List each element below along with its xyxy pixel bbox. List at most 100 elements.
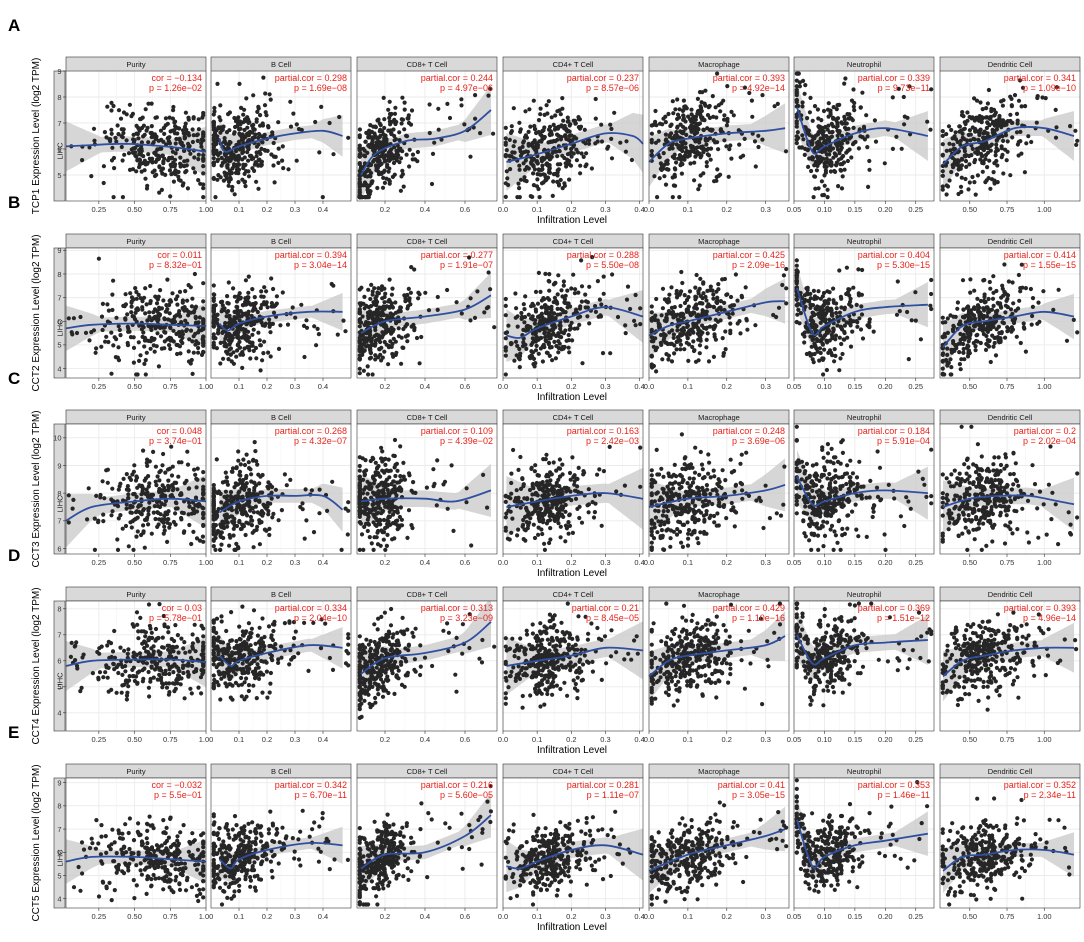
- data-point: [556, 350, 561, 355]
- data-point: [1074, 142, 1079, 147]
- data-point: [819, 129, 824, 134]
- data-point: [168, 162, 173, 167]
- data-point: [211, 315, 216, 320]
- data-point: [838, 356, 843, 361]
- stat-correlation: partial.cor = 0.404: [858, 250, 930, 260]
- data-point: [712, 325, 717, 330]
- data-point: [824, 156, 829, 161]
- data-point: [256, 104, 261, 109]
- x-tick-label: 0.1: [683, 382, 693, 391]
- data-point: [223, 341, 228, 347]
- data-point: [680, 331, 685, 336]
- data-point: [753, 164, 758, 169]
- data-point: [396, 153, 401, 158]
- data-point: [1014, 111, 1020, 116]
- data-point: [1005, 139, 1010, 144]
- x-tick-label: 0.6: [460, 382, 470, 391]
- data-point: [809, 344, 814, 349]
- data-point: [371, 312, 376, 317]
- data-point: [149, 101, 154, 106]
- data-point: [183, 121, 188, 126]
- data-point: [231, 350, 236, 355]
- data-point: [515, 343, 520, 348]
- data-point: [968, 290, 973, 295]
- data-point: [223, 141, 229, 146]
- data-point: [929, 277, 934, 283]
- data-point: [135, 158, 140, 163]
- data-point: [1012, 93, 1018, 98]
- fit-line: [218, 129, 343, 153]
- data-point: [697, 183, 702, 188]
- data-point: [965, 354, 971, 359]
- data-point: [649, 354, 654, 359]
- data-point: [1012, 318, 1017, 323]
- data-point: [544, 177, 549, 182]
- data-point: [697, 351, 702, 356]
- data-point: [800, 133, 805, 138]
- data-point: [846, 116, 851, 121]
- data-point: [742, 136, 747, 141]
- data-point: [245, 125, 250, 130]
- data-point: [918, 337, 924, 342]
- data-point: [222, 136, 227, 141]
- data-point: [972, 180, 977, 185]
- data-point: [141, 325, 146, 330]
- data-point: [168, 346, 173, 351]
- data-point: [130, 314, 135, 319]
- data-point: [524, 179, 529, 184]
- data-point: [972, 288, 977, 293]
- data-point: [837, 368, 842, 373]
- data-point: [977, 315, 982, 320]
- data-point: [369, 179, 374, 184]
- data-point: [577, 322, 582, 327]
- data-point: [742, 85, 748, 90]
- data-point: [840, 351, 845, 357]
- data-point: [574, 158, 580, 163]
- data-point: [983, 347, 989, 352]
- data-point: [842, 167, 847, 172]
- data-point: [261, 351, 266, 356]
- x-tick-label: 0.15: [848, 205, 863, 214]
- data-point: [138, 296, 143, 301]
- data-point: [1000, 103, 1006, 108]
- data-point: [713, 105, 718, 110]
- data-point: [818, 136, 823, 141]
- data-point: [136, 136, 141, 141]
- data-point: [148, 299, 153, 304]
- data-point: [238, 126, 243, 131]
- data-point: [561, 310, 566, 315]
- data-point: [416, 290, 421, 295]
- data-point: [109, 371, 114, 376]
- data-point: [201, 306, 206, 311]
- data-point: [1071, 317, 1076, 322]
- data-point: [820, 341, 825, 346]
- data-point: [529, 342, 534, 347]
- data-point: [1003, 335, 1008, 340]
- data-point: [986, 87, 992, 93]
- data-point: [157, 146, 162, 151]
- data-point: [1022, 170, 1027, 175]
- data-point: [679, 269, 684, 275]
- data-point: [371, 159, 376, 164]
- data-point: [728, 321, 733, 326]
- data-point: [538, 112, 543, 117]
- x-tick-label: 0.25: [92, 382, 107, 391]
- data-point: [547, 297, 552, 302]
- data-point: [180, 306, 185, 311]
- data-point: [174, 136, 179, 142]
- data-point: [563, 328, 568, 333]
- data-point: [377, 162, 382, 167]
- x-tick-label: 0.3: [600, 382, 610, 391]
- data-point: [834, 306, 839, 311]
- data-point: [691, 325, 696, 330]
- data-point: [387, 179, 392, 184]
- data-point: [161, 125, 166, 131]
- data-point: [233, 316, 238, 321]
- data-point: [409, 108, 415, 113]
- stat-pvalue: p = 5.30e−15: [877, 260, 930, 270]
- data-point: [429, 181, 435, 187]
- x-tick-label: 0.2: [380, 382, 390, 391]
- data-point: [821, 192, 827, 198]
- data-point: [528, 194, 533, 199]
- data-point: [410, 152, 416, 157]
